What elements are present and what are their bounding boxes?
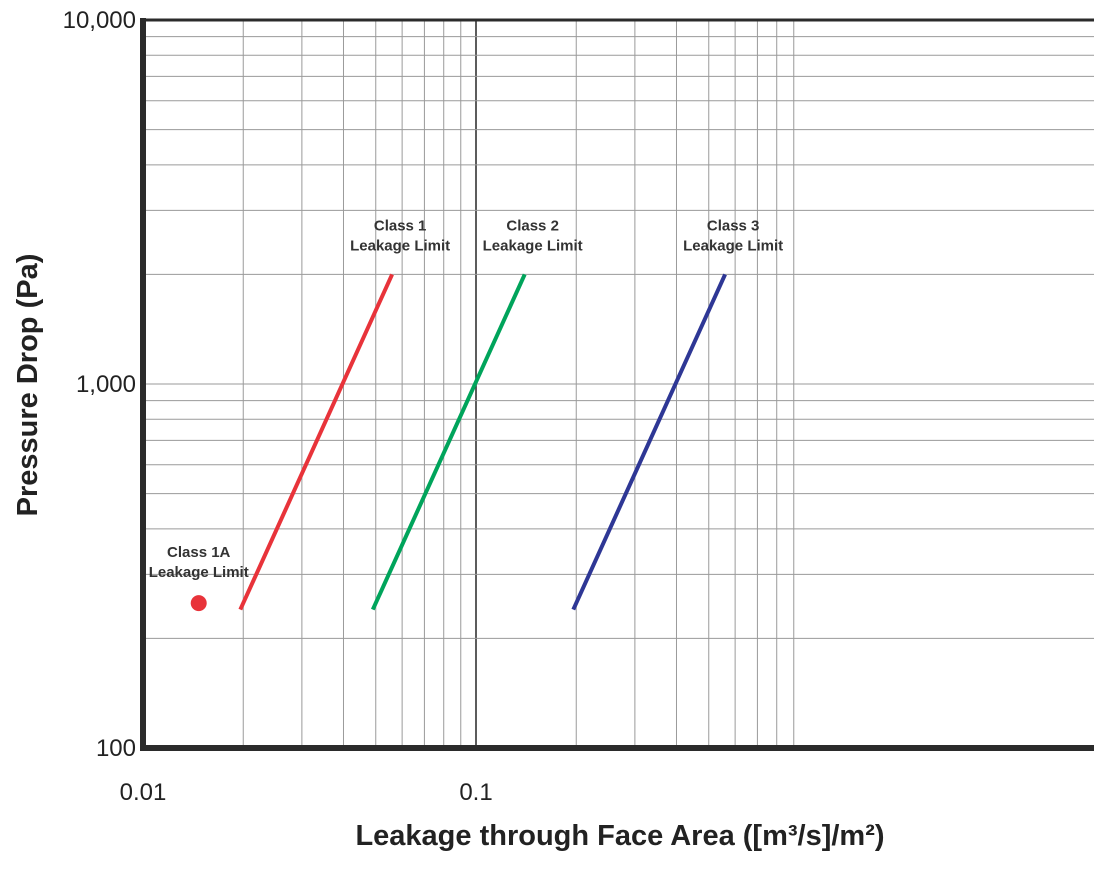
annotation-label: Leakage Limit [483, 237, 583, 254]
series-line [571, 273, 727, 611]
y-tick-label: 1,000 [76, 371, 136, 398]
series-group [190, 273, 727, 612]
x-tick-label: 0.1 [459, 779, 492, 806]
annotation-label: Class 2 [506, 217, 559, 234]
x-axis-title: Leakage through Face Area ([m³/s]/m²) [355, 820, 884, 852]
y-tick-label: 100 [96, 735, 136, 762]
series-line [238, 273, 394, 611]
tick-labels: 0.01 0.1 100 1,000 10,000 [63, 7, 493, 806]
annotation-label: Class 3 [707, 217, 760, 234]
y-tick-label: 10,000 [63, 7, 136, 34]
x-tick-label: 0.01 [120, 779, 167, 806]
annotation-label: Leakage Limit [149, 564, 249, 581]
grid [143, 19, 1094, 748]
series-line [370, 273, 527, 611]
annotation-label: Leakage Limit [683, 237, 783, 254]
annotations: Class 1 Leakage Limit Class 2 Leakage Limit… [149, 217, 783, 581]
annotation-label: Class 1 [374, 217, 427, 234]
y-axis-title: Pressure Drop (Pa) [12, 254, 44, 517]
series-point [190, 595, 207, 612]
axes [140, 18, 1094, 751]
annotation-label: Class 1A [167, 544, 231, 561]
annotation-label: Leakage Limit [350, 237, 450, 254]
